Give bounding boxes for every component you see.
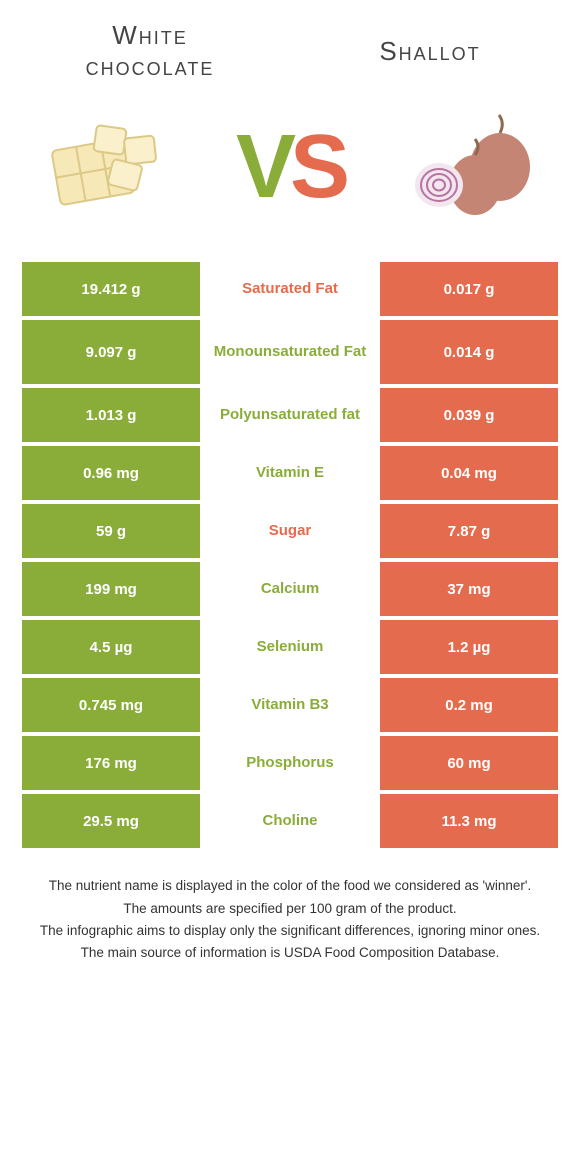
footer-notes: The nutrient name is displayed in the co… [0,852,580,963]
nutrient-label: Phosphorus [200,736,380,790]
note-line-1: The nutrient name is displayed in the co… [30,876,550,896]
right-value: 0.2 mg [380,678,558,732]
right-value: 7.87 g [380,504,558,558]
nutrient-label: Saturated Fat [200,262,380,316]
nutrient-label: Calcium [200,562,380,616]
right-food-image [400,102,550,232]
nutrient-label: Monounsaturated Fat [200,320,380,384]
nutrient-label: Sugar [200,504,380,558]
vs-label: VS [236,116,344,219]
left-food-image [30,102,180,232]
note-line-4: The main source of information is USDA F… [30,943,550,963]
left-value: 19.412 g [22,262,200,316]
right-value: 0.014 g [380,320,558,384]
nutrient-row: 176 mgPhosphorus60 mg [22,736,558,790]
nutrient-comparison-table: 19.412 gSaturated Fat0.017 g9.097 gMonou… [0,262,580,848]
nutrient-label: Vitamin E [200,446,380,500]
right-value: 1.2 µg [380,620,558,674]
nutrient-row: 0.745 mgVitamin B30.2 mg [22,678,558,732]
right-food-title: Shallot [330,36,530,67]
nutrient-row: 1.013 gPolyunsaturated fat0.039 g [22,388,558,442]
left-value: 9.097 g [22,320,200,384]
left-value: 4.5 µg [22,620,200,674]
left-value: 176 mg [22,736,200,790]
left-food-title: White chocolate [50,20,250,82]
right-value: 60 mg [380,736,558,790]
left-value: 0.745 mg [22,678,200,732]
right-value: 0.04 mg [380,446,558,500]
nutrient-row: 4.5 µgSelenium1.2 µg [22,620,558,674]
note-line-2: The amounts are specified per 100 gram o… [30,899,550,919]
nutrient-label: Choline [200,794,380,848]
left-value: 1.013 g [22,388,200,442]
nutrient-row: 0.96 mgVitamin E0.04 mg [22,446,558,500]
right-value: 0.017 g [380,262,558,316]
nutrient-row: 9.097 gMonounsaturated Fat0.014 g [22,320,558,384]
note-line-3: The infographic aims to display only the… [30,921,550,941]
nutrient-row: 59 gSugar7.87 g [22,504,558,558]
vs-v: V [236,116,290,219]
nutrient-label: Vitamin B3 [200,678,380,732]
nutrient-row: 29.5 mgCholine11.3 mg [22,794,558,848]
right-value: 11.3 mg [380,794,558,848]
right-value: 0.039 g [380,388,558,442]
vs-s: S [290,116,344,219]
left-value: 199 mg [22,562,200,616]
nutrient-label: Selenium [200,620,380,674]
left-value: 0.96 mg [22,446,200,500]
left-value: 59 g [22,504,200,558]
hero-row: VS [0,92,580,262]
left-value: 29.5 mg [22,794,200,848]
right-value: 37 mg [380,562,558,616]
comparison-header: White chocolate Shallot [0,0,580,92]
nutrient-row: 199 mgCalcium37 mg [22,562,558,616]
nutrient-label: Polyunsaturated fat [200,388,380,442]
nutrient-row: 19.412 gSaturated Fat0.017 g [22,262,558,316]
